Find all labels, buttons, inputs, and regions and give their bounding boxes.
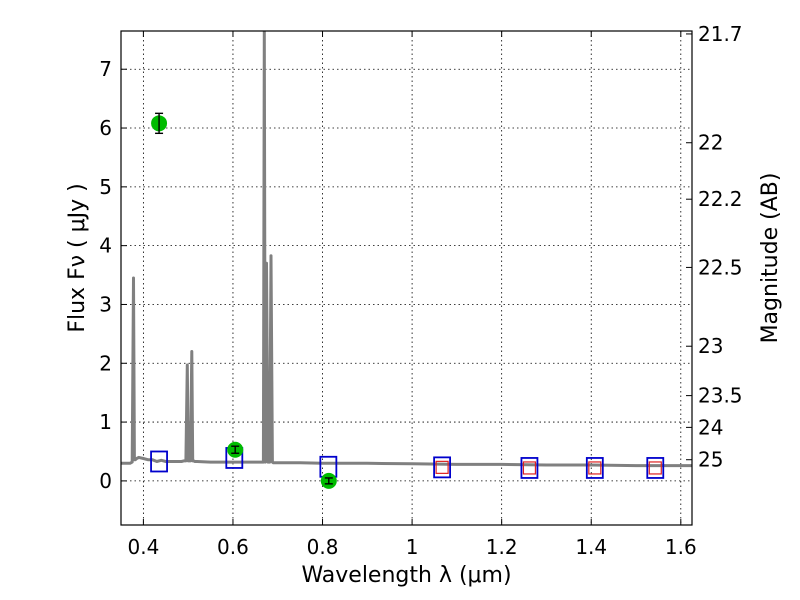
- upper-limit-square: [588, 461, 602, 475]
- upper-limit-square: [522, 461, 537, 475]
- model-band-square: [646, 457, 665, 479]
- y-tick-label: 2: [99, 351, 112, 375]
- x-tick-label: 1.6: [665, 535, 697, 559]
- y-axis: 0 1 2 3 4 5 6 7: [99, 57, 127, 493]
- y2-axis: 21.7 22 22.2 22.5 23 23.5 24 25: [686, 22, 743, 472]
- observed-points: [151, 112, 337, 489]
- y2-tick-label: 23: [698, 334, 723, 358]
- y-tick-label: 3: [99, 292, 112, 316]
- y2-tick-label: 22: [698, 131, 723, 155]
- y-tick-label: 4: [99, 234, 112, 258]
- y-tick-label: 0: [99, 469, 112, 493]
- model-band-square: [150, 450, 168, 473]
- y-tick-label: 1: [99, 410, 112, 434]
- y-axis-label: Flux Fν ( μJy ): [65, 183, 90, 332]
- upper-limit-markers: [435, 460, 662, 475]
- model-band-markers: [150, 447, 665, 479]
- y-tick-label: 7: [99, 57, 112, 81]
- model-band-square: [585, 457, 604, 479]
- y2-tick-label: 23.5: [698, 384, 743, 408]
- y-tick-label: 5: [99, 175, 112, 199]
- y2-tick-label: 22.2: [698, 187, 743, 211]
- x-tick-label: 1.2: [486, 535, 518, 559]
- x-tick-label: 1: [406, 535, 419, 559]
- x-axis: 0.4 0.6 0.8 1 1.2 1.4 1.6: [127, 31, 697, 559]
- model-band-square: [520, 457, 539, 479]
- x-tick-label: 0.8: [307, 535, 339, 559]
- plot-frame: [120, 30, 693, 526]
- x-tick-label: 0.4: [127, 535, 159, 559]
- y2-tick-label: 24: [698, 415, 723, 439]
- spectrum-line: [121, 31, 692, 468]
- x-tick-label: 1.4: [575, 535, 607, 559]
- y2-tick-label: 25: [698, 448, 723, 472]
- x-axis-label: Wavelength λ (μm): [301, 563, 511, 588]
- y2-tick-label: 22.5: [698, 255, 743, 279]
- model-band-square: [433, 456, 452, 479]
- y-tick-label: 6: [99, 116, 112, 140]
- upper-limit-square: [435, 460, 449, 474]
- y2-tick-label: 21.7: [698, 22, 743, 46]
- upper-limit-square: [648, 461, 662, 475]
- model-spectrum: [121, 31, 692, 468]
- x-tick-label: 0.6: [217, 535, 249, 559]
- y2-axis-label: Magnitude (AB): [758, 173, 783, 344]
- grid: [121, 31, 692, 525]
